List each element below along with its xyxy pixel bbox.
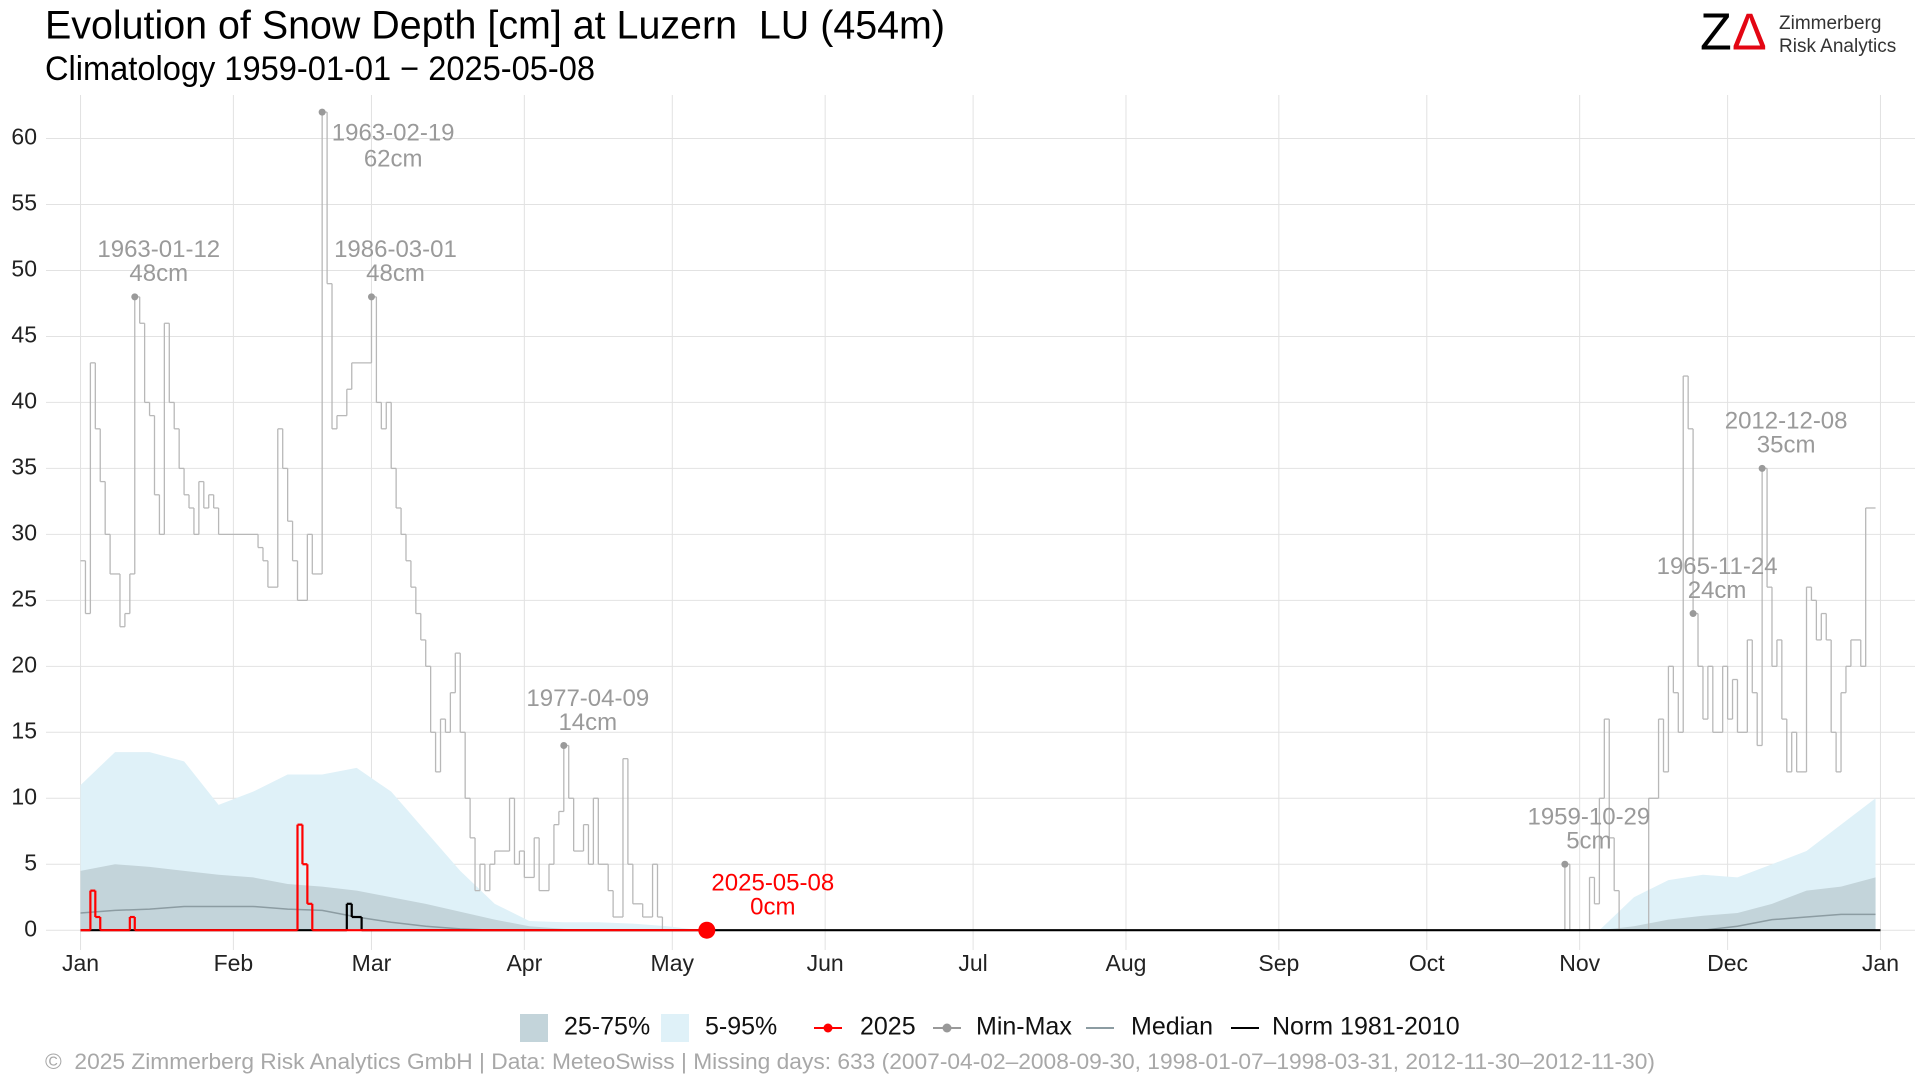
annotation-value: 35cm: [1757, 432, 1816, 459]
y-tick-label: 30: [11, 519, 37, 545]
annotation-value: 0cm: [750, 894, 795, 921]
annotation-value: 48cm: [129, 260, 188, 287]
x-tick-label: Jun: [807, 950, 844, 976]
annotation-value: 62cm: [364, 145, 423, 172]
annotation-value: 48cm: [366, 260, 425, 287]
legend-marker: [823, 1023, 833, 1033]
annotation-point: [698, 921, 716, 939]
annotation-date: 1959-10-29: [1527, 804, 1650, 831]
legend-swatch: [520, 1014, 548, 1042]
annotation-point: [318, 108, 326, 116]
x-tick-label: Jan: [62, 950, 99, 976]
annotation-point: [367, 293, 375, 301]
y-tick-label: 0: [24, 915, 37, 941]
annotation-point: [1689, 610, 1697, 618]
x-tick-label: Sep: [1258, 950, 1299, 976]
x-tick-label: Jan: [1862, 950, 1899, 976]
annotation-date: 1963-01-12: [97, 236, 220, 263]
y-tick-label: 40: [11, 388, 37, 414]
annotation-value: 24cm: [1688, 577, 1747, 604]
chart-title: Evolution of Snow Depth [cm] at Luzern L…: [45, 4, 945, 48]
legend: 25-75% 5-95% 2025 Min-Max Median Norm 1981-20…: [520, 1013, 1460, 1042]
y-tick-label: 20: [11, 651, 37, 677]
chart-subtitle: Climatology 1959-01-01 − 2025-05-08: [45, 50, 595, 88]
x-tick-label: Apr: [506, 950, 542, 976]
footer: © 2025 Zimmerberg Risk Analytics GmbH | …: [45, 1049, 1655, 1074]
annotation-date: 1986-03-01: [334, 236, 457, 263]
legend-label: Min-Max: [976, 1013, 1072, 1041]
logo-delta: Δ: [1732, 4, 1767, 62]
line-layer: [80, 111, 1881, 932]
x-tick-label: Oct: [1409, 950, 1445, 976]
area-layer: [80, 752, 1876, 931]
legend-label: Norm 1981-2010: [1272, 1013, 1460, 1041]
y-tick-label: 35: [11, 453, 37, 479]
annotation-date: 2025-05-08: [711, 870, 834, 897]
legend-label: Median: [1131, 1013, 1213, 1041]
annotation-value: 5cm: [1566, 828, 1611, 855]
annotation-date: 1965-11-24: [1657, 553, 1778, 580]
y-tick-label: 10: [11, 783, 37, 809]
y-tick-label: 5: [24, 849, 37, 875]
logo-line2: Risk Analytics: [1779, 36, 1896, 57]
y-tick-label: 55: [11, 190, 37, 216]
x-tick-label: Dec: [1707, 950, 1748, 976]
logo-line1: Zimmerberg: [1779, 13, 1881, 34]
annotation-date: 1963-02-19: [332, 119, 455, 146]
annotation-point: [1561, 860, 1569, 868]
annotation-value: 14cm: [558, 709, 617, 736]
y-tick-label: 25: [11, 585, 37, 611]
legend-marker: [942, 1023, 952, 1033]
y-tick-label: 15: [11, 717, 37, 743]
annotation-date: 2012-12-08: [1725, 408, 1848, 435]
y-tick-label: 50: [11, 256, 37, 282]
annotation-layer: 1963-01-1248cm1963-02-1962cm1986-03-0148…: [97, 108, 1848, 939]
y-tick-label: 60: [11, 124, 37, 150]
logo-z: Z: [1700, 4, 1732, 62]
band: [80, 864, 1876, 931]
x-tick-label: May: [651, 950, 695, 976]
annotation-point: [1758, 464, 1766, 472]
x-tick-label: Mar: [352, 950, 392, 976]
legend-label: 2025: [860, 1013, 916, 1041]
x-tick-label: Nov: [1559, 950, 1600, 976]
x-tick-label: Feb: [214, 950, 254, 976]
annotation-date: 1977-04-09: [526, 685, 649, 712]
legend-label: 25-75%: [564, 1013, 650, 1041]
x-tick-label: Aug: [1106, 950, 1147, 976]
x-tick-label: Jul: [958, 950, 987, 976]
y-tick-label: 45: [11, 322, 37, 348]
annotation-point: [560, 741, 568, 749]
legend-swatch: [661, 1014, 689, 1042]
annotation-point: [131, 293, 139, 301]
legend-label: 5-95%: [705, 1013, 777, 1041]
